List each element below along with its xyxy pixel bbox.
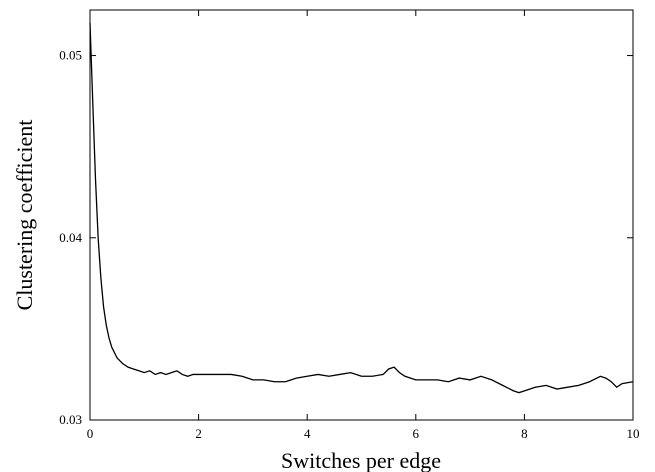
y-tick-label: 0.05 — [59, 48, 82, 63]
y-axis-title: Clustering coefficient — [12, 120, 37, 311]
x-tick-label: 10 — [627, 426, 640, 441]
series-line — [89, 22, 634, 394]
y-tick-label: 0.04 — [59, 230, 82, 245]
x-axis-title: Switches per edge — [281, 448, 441, 472]
y-tick-label: 0.03 — [59, 412, 82, 427]
x-tick-label: 8 — [521, 426, 528, 441]
x-tick-label: 0 — [87, 426, 94, 441]
axis-ticks — [89, 10, 634, 421]
x-tick-label: 4 — [304, 426, 311, 441]
axis-tick-labels: 0 2 4 6 8 10 0.03 0.04 0.05 — [59, 48, 639, 441]
x-tick-label: 6 — [413, 426, 420, 441]
x-tick-label: 2 — [195, 426, 202, 441]
plot-frame — [89, 9, 634, 421]
